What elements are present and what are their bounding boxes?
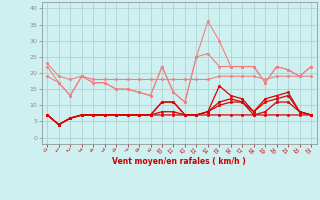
X-axis label: Vent moyen/en rafales ( km/h ): Vent moyen/en rafales ( km/h ) <box>112 157 246 166</box>
